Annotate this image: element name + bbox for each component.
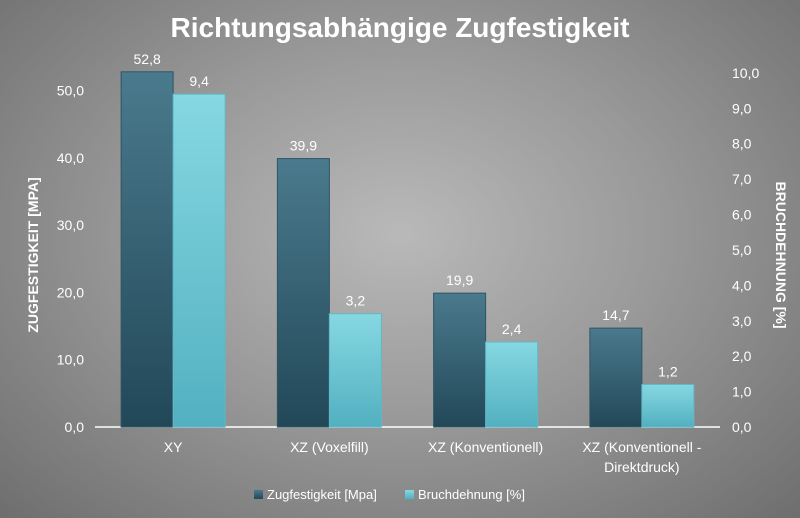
right-axis-title: BRUCHDEHNUNG [%]: [773, 182, 789, 329]
bar-bruchdehnung: [485, 341, 539, 428]
legend-swatch: [405, 490, 414, 499]
left-tick-label: 0,0: [65, 419, 85, 435]
data-label: 14,7: [602, 307, 629, 323]
right-tick-label: 1,0: [732, 384, 752, 400]
right-tick-label: 10,0: [732, 65, 759, 81]
legend-swatch: [254, 490, 263, 499]
data-label: 1,2: [658, 364, 678, 380]
category-label: XZ (Voxelfill): [290, 439, 369, 455]
chart-title: Richtungsabhängige Zugfestigkeit: [171, 12, 630, 43]
category-label: Direktdruck): [604, 459, 679, 475]
bar-bruchdehnung: [641, 384, 695, 428]
data-label: 52,8: [134, 51, 161, 67]
category-label: XY: [164, 439, 183, 455]
category-label: XZ (Konventionell -: [582, 439, 701, 455]
right-tick-label: 5,0: [732, 242, 752, 258]
legend: Zugfestigkeit [Mpa] Bruchdehnung [%]: [254, 487, 525, 502]
right-tick-label: 2,0: [732, 348, 752, 364]
left-axis-title: ZUGFESTIGKEIT [MPA]: [25, 177, 41, 332]
left-tick-label: 40,0: [57, 150, 84, 166]
bar-zugfestigkeit: [433, 292, 487, 428]
legend-label: Zugfestigkeit [Mpa]: [267, 487, 377, 502]
left-tick-label: 30,0: [57, 217, 84, 233]
left-tick-label: 50,0: [57, 83, 84, 99]
right-tick-label: 9,0: [732, 100, 752, 116]
plot-area: 0,0 10,0 20,0 30,0 40,0 50,0 0,0 1,0 2,0 3,0 4,0 5,…: [57, 51, 760, 475]
legend-label: Bruchdehnung [%]: [418, 487, 525, 502]
bar-bruchdehnung: [328, 313, 382, 428]
data-label: 2,4: [502, 321, 522, 337]
left-tick-label: 10,0: [57, 352, 84, 368]
bar-zugfestigkeit: [120, 71, 174, 428]
right-tick-label: 0,0: [732, 419, 752, 435]
bar-zugfestigkeit: [589, 327, 643, 428]
bar-bruchdehnung: [172, 93, 226, 428]
category-label: XZ (Konventionell): [428, 439, 543, 455]
right-tick-label: 6,0: [732, 207, 752, 223]
right-tick-label: 7,0: [732, 171, 752, 187]
data-label: 9,4: [189, 73, 209, 89]
data-label: 3,2: [346, 293, 366, 309]
data-label: 39,9: [290, 138, 317, 154]
data-label: 19,9: [446, 272, 473, 288]
left-tick-label: 20,0: [57, 284, 84, 300]
right-tick-label: 4,0: [732, 277, 752, 293]
right-tick-label: 8,0: [732, 136, 752, 152]
bar-zugfestigkeit: [276, 158, 330, 428]
right-tick-label: 3,0: [732, 313, 752, 329]
